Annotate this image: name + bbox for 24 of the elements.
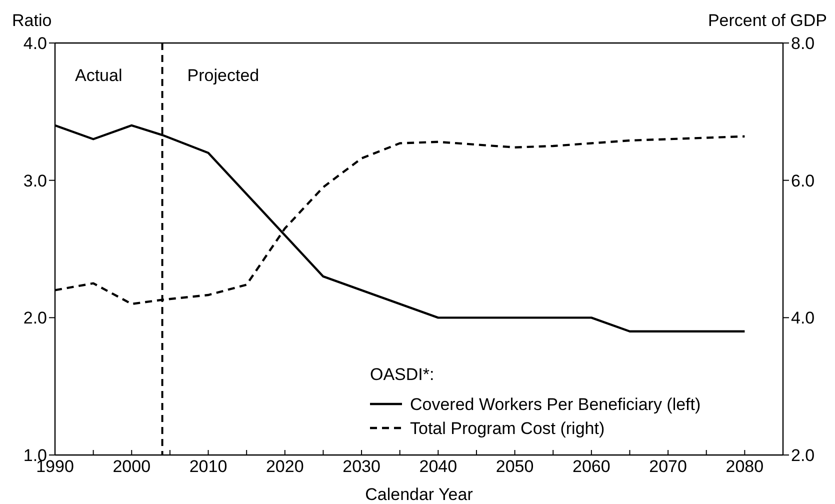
y-tick-label: 4.0 — [23, 34, 47, 53]
legend-label: Covered Workers Per Beneficiary (left) — [410, 395, 701, 414]
y-tick-label: 3.0 — [23, 171, 47, 190]
x-tick-label: 2050 — [496, 457, 534, 476]
y2-tick-label: 6.0 — [791, 171, 815, 190]
y2-tick-label: 8.0 — [791, 34, 815, 53]
x-tick-label: 2020 — [266, 457, 304, 476]
x-tick-label: 2030 — [342, 457, 380, 476]
x-tick-label: 2070 — [649, 457, 687, 476]
y2-tick-label: 2.0 — [791, 446, 815, 465]
y-tick-label: 2.0 — [23, 308, 47, 328]
x-tick-label: 2010 — [189, 457, 228, 476]
annotation: Actual — [75, 66, 122, 85]
x-tick-label: 2080 — [726, 457, 764, 476]
x-tick-label: 2040 — [419, 457, 458, 476]
x-tick-label: 2060 — [572, 457, 610, 476]
x-tick-label: 2000 — [112, 457, 151, 476]
x-axis-title: Calendar Year — [365, 485, 474, 504]
annotation: Projected — [187, 66, 260, 85]
y2-tick-label: 4.0 — [791, 308, 815, 328]
legend-title: OASDI*: — [370, 365, 434, 384]
y2-axis-title: Percent of GDP — [708, 11, 827, 30]
legend-label: Total Program Cost (right) — [410, 419, 605, 438]
y-axis-title: Ratio — [12, 11, 52, 30]
